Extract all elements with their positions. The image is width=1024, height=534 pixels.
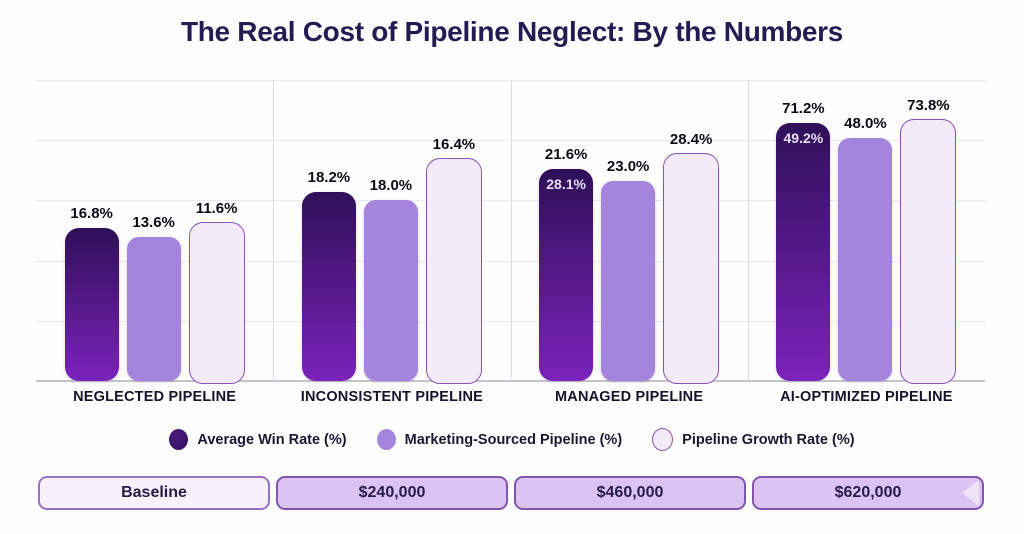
bar-group: 18.2% 18.0% 16.4% xyxy=(273,80,510,384)
bar-value-label: 21.6% xyxy=(544,146,588,163)
category-label: INCONSISTENT PIPELINE xyxy=(300,389,483,405)
value-pill--620-000: $620,000 xyxy=(752,476,984,510)
bar-pipeline-growth-rate: 16.4% xyxy=(425,136,482,384)
bar-value-label: 11.6% xyxy=(195,200,238,217)
category-label: NEGLECTED PIPELINE xyxy=(73,389,237,405)
legend-label: Marketing-Sourced Pipeline (%) xyxy=(404,431,623,448)
bar-inner-value-label: 28.1% xyxy=(546,176,586,192)
bar-value-label: 13.6% xyxy=(132,214,175,231)
bar-marketing-sourced-pipeline: 23.0% xyxy=(601,158,656,381)
bar-pipeline-growth-rate: 28.4% xyxy=(663,131,720,384)
bar-value-label: 16.4% xyxy=(432,136,476,153)
chart-legend: Average Win Rate (%) Marketing-Sourced Pi… xyxy=(0,428,1024,451)
bar-group: 16.8% 13.6% 11.6% xyxy=(36,80,273,384)
bar-marketing-sourced-pipeline: 48.0% xyxy=(838,115,893,381)
x-axis-baseline xyxy=(36,380,985,382)
bar-avg-win-rate: 21.6% 28.1% xyxy=(539,146,594,381)
bar-value-label: 18.2% xyxy=(307,169,351,186)
value-pill-label: $620,000 xyxy=(834,484,902,501)
value-pill--240-000: $240,000 xyxy=(276,476,508,510)
category-axis: NEGLECTED PIPELINE INCONSISTENT PIPELINE M… xyxy=(36,389,985,409)
bar-avg-win-rate: 71.2% 49.2% xyxy=(776,100,831,381)
bar-value-label: 23.0% xyxy=(606,158,650,175)
gridline-vertical-separator xyxy=(510,80,512,381)
legend-label: Pipeline Growth Rate (%) xyxy=(682,431,855,448)
bar-marketing-sourced-pipeline: 13.6% xyxy=(126,214,181,381)
bar-group: 71.2% 49.2% 48.0% 73.8% xyxy=(748,80,985,384)
gridline-vertical-separator xyxy=(747,80,749,381)
gridline-vertical-separator xyxy=(273,80,275,381)
left-triangle-icon xyxy=(962,480,979,506)
category-label: AI-OPTIMIZED PIPELINE xyxy=(780,389,953,405)
bar-inner-value-label: 49.2% xyxy=(783,130,824,146)
chart-title: The Real Cost of Pipeline Neglect: By th… xyxy=(180,16,844,47)
legend-item: Marketing-Sourced Pipeline (%) xyxy=(376,429,623,450)
bar-avg-win-rate: 16.8% xyxy=(64,205,119,381)
bar-avg-win-rate: 18.2% xyxy=(301,169,356,381)
bar-pipeline-growth-rate: 73.8% xyxy=(900,97,957,384)
bar-group: 21.6% 28.1% 23.0% 28.4% xyxy=(511,80,748,384)
value-pill-label: Baseline xyxy=(121,484,187,501)
legend-swatch-icon xyxy=(652,428,674,451)
footer-value-row: Baseline $240,000 $460,000 $620,000 xyxy=(38,476,984,510)
bar-pipeline-growth-rate: 11.6% xyxy=(188,200,245,384)
value-pill-label: $240,000 xyxy=(358,484,426,501)
bar-value-label: 16.8% xyxy=(70,205,113,222)
chart-area: 16.8% 13.6% 11.6% 18.2% 18.0% 16.4% 21.6% 28.1%… xyxy=(36,80,985,384)
value-pill--460-000: $460,000 xyxy=(514,476,746,510)
bar-value-label: 48.0% xyxy=(844,115,887,132)
bar-value-label: 71.2% xyxy=(782,100,825,117)
bar-value-label: 18.0% xyxy=(369,177,413,194)
value-pill-label: $460,000 xyxy=(596,484,664,501)
bar-marketing-sourced-pipeline: 18.0% xyxy=(363,177,418,381)
legend-swatch-icon xyxy=(169,429,189,450)
value-pill-baseline: Baseline xyxy=(38,476,270,510)
bar-value-label: 28.4% xyxy=(669,131,713,148)
legend-swatch-icon xyxy=(376,429,396,450)
category-label: MANAGED PIPELINE xyxy=(555,389,704,405)
bar-value-label: 73.8% xyxy=(907,97,950,114)
legend-item: Average Win Rate (%) xyxy=(169,429,347,450)
legend-item: Pipeline Growth Rate (%) xyxy=(652,428,855,451)
legend-label: Average Win Rate (%) xyxy=(197,431,347,448)
